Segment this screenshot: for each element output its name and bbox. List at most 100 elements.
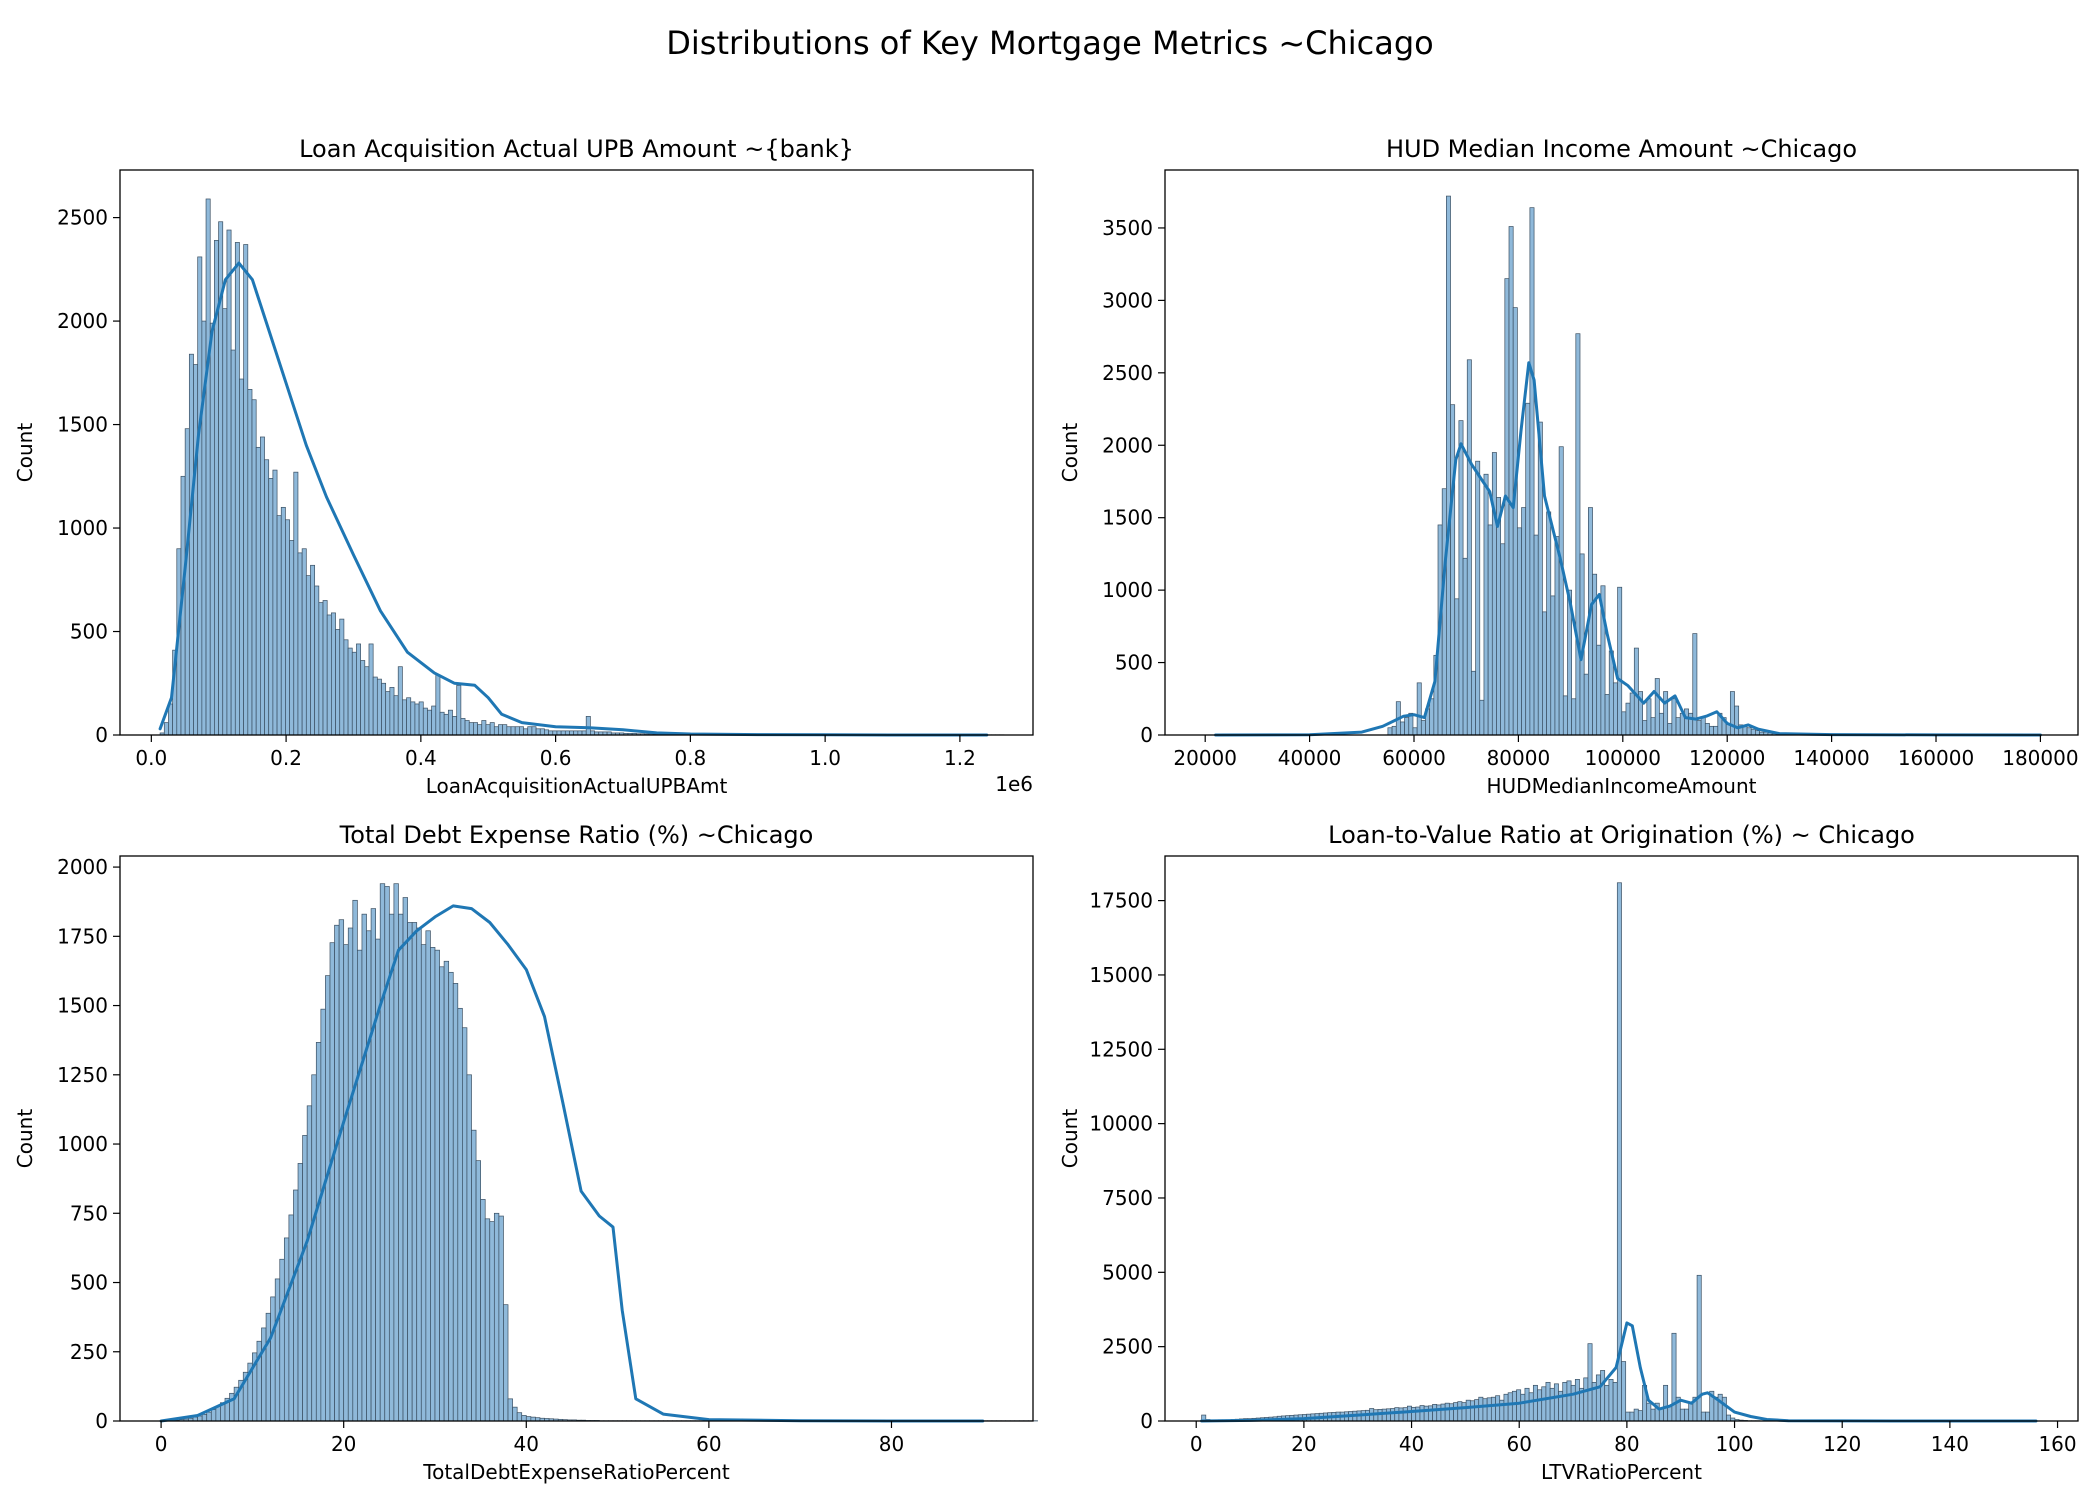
histogram-bar bbox=[489, 722, 495, 736]
histogram-bar bbox=[251, 399, 257, 736]
histogram-bar bbox=[1454, 598, 1460, 736]
histogram-bar bbox=[1667, 1405, 1673, 1422]
histogram-bar bbox=[285, 519, 290, 736]
histogram-bar bbox=[484, 1218, 491, 1422]
y-tick-label: 2000 bbox=[1102, 433, 1153, 457]
histogram-bar bbox=[1420, 720, 1426, 736]
x-tick-label: 60000 bbox=[1382, 746, 1446, 770]
histogram-bar bbox=[1650, 1408, 1656, 1422]
histogram-bar bbox=[1617, 586, 1623, 736]
histogram-bar bbox=[402, 699, 407, 736]
x-tick-label: 0 bbox=[155, 1432, 168, 1456]
histogram-bar bbox=[347, 647, 353, 736]
histogram-bar bbox=[215, 1406, 221, 1422]
histogram-bar bbox=[209, 322, 215, 736]
histogram-bar bbox=[293, 1189, 299, 1422]
histogram-bar bbox=[272, 469, 278, 736]
histogram-bar bbox=[1521, 507, 1527, 736]
histogram-bar bbox=[1746, 727, 1752, 736]
histogram-bar bbox=[410, 701, 416, 736]
histogram-bar bbox=[1503, 1393, 1509, 1422]
y-tick-label: 500 bbox=[1115, 651, 1153, 675]
histogram-bar bbox=[1511, 1390, 1517, 1422]
histogram-bar bbox=[1496, 497, 1502, 736]
histogram-bar bbox=[1450, 404, 1456, 736]
histogram-bar bbox=[335, 629, 341, 736]
histogram-bar bbox=[1637, 1410, 1643, 1422]
y-axis-label: Count bbox=[13, 1109, 37, 1169]
histogram-bar bbox=[1717, 1393, 1723, 1422]
histogram-bar bbox=[1667, 723, 1673, 736]
histogram-bar bbox=[255, 446, 261, 736]
histogram-bar bbox=[1574, 1379, 1580, 1422]
histogram-bar bbox=[320, 1008, 326, 1422]
histogram-bar bbox=[460, 718, 466, 736]
histogram-bar bbox=[366, 930, 372, 1422]
histogram-bar bbox=[1457, 1401, 1463, 1422]
histogram-bar bbox=[315, 1042, 322, 1422]
histogram-bars bbox=[1387, 195, 1806, 736]
histogram-bar bbox=[1550, 595, 1556, 736]
histogram-bar bbox=[1429, 698, 1435, 736]
histogram-bar bbox=[1646, 1402, 1652, 1422]
y-tick-label: 3000 bbox=[1102, 288, 1153, 312]
histogram-bar bbox=[364, 666, 370, 736]
histogram-bar bbox=[1546, 511, 1552, 736]
histogram-bar bbox=[1696, 720, 1702, 736]
histogram-bar bbox=[314, 585, 320, 736]
histogram-bar bbox=[1663, 1384, 1669, 1422]
histogram-bar bbox=[1474, 1399, 1480, 1422]
x-tick-label: 180000 bbox=[2002, 746, 2078, 770]
histogram-bar bbox=[1440, 1403, 1446, 1422]
x-tick-label: 100 bbox=[1715, 1432, 1753, 1456]
y-tick-label: 5000 bbox=[1102, 1260, 1153, 1284]
histogram-bar bbox=[351, 651, 357, 736]
histogram-bar bbox=[1482, 1398, 1488, 1422]
histogram-bar bbox=[452, 716, 458, 736]
histogram-bar bbox=[1734, 705, 1740, 736]
x-tick-label: 80 bbox=[879, 1432, 904, 1456]
histogram-bar bbox=[1658, 1408, 1664, 1422]
axes-frame bbox=[119, 169, 1034, 736]
histogram-bar bbox=[434, 949, 440, 1422]
x-tick-label: 120000 bbox=[1689, 746, 1765, 770]
chart-panel-hud-income: 20000 40000 60000 80000 100000 120000 140000 16… bbox=[1058, 135, 2079, 798]
x-axis-label: TotalDebtExpenseRatioPercent bbox=[422, 1460, 730, 1484]
histogram-bar bbox=[1679, 1408, 1685, 1422]
histogram-bar bbox=[514, 726, 520, 736]
histogram-bar bbox=[184, 428, 190, 736]
histogram-bar bbox=[1507, 1392, 1513, 1422]
histogram-bar bbox=[239, 378, 244, 736]
histogram-bar bbox=[274, 1278, 281, 1422]
histogram-bar bbox=[439, 711, 445, 736]
y-tick-label: 3500 bbox=[1102, 216, 1153, 240]
histogram-bar bbox=[510, 726, 516, 736]
histogram-bar bbox=[435, 674, 441, 736]
histogram-bar bbox=[1391, 725, 1397, 736]
chart-panel-debt-ratio: 0 20 40 60 80 0 250 500 750 1000 1250 1500 1750 2000 T… bbox=[13, 821, 1038, 1484]
histogram-bar bbox=[222, 308, 228, 736]
histogram-bar bbox=[1512, 307, 1518, 736]
histogram-bar bbox=[464, 720, 470, 736]
y-tick-label: 1500 bbox=[1102, 506, 1153, 530]
histogram-bar bbox=[506, 726, 512, 736]
histogram-bar bbox=[1471, 670, 1476, 736]
histogram-bar bbox=[393, 695, 399, 736]
histogram-bar bbox=[485, 724, 491, 736]
histogram-bar bbox=[1684, 1408, 1690, 1422]
histogram-bar bbox=[1596, 644, 1602, 736]
figure-title: Distributions of Key Mortgage Metrics ~C… bbox=[666, 24, 1433, 62]
histogram-bar bbox=[1404, 717, 1410, 736]
histogram-bar bbox=[1721, 1396, 1727, 1422]
histogram-bar bbox=[1446, 195, 1451, 736]
histogram-bar bbox=[498, 1215, 504, 1422]
histogram-bar bbox=[1487, 524, 1493, 736]
histogram-bar bbox=[1517, 527, 1522, 736]
histogram-bar bbox=[1458, 420, 1464, 736]
histogram-bar bbox=[205, 198, 211, 736]
histogram-bar bbox=[1478, 1396, 1484, 1422]
y-tick-label: 1250 bbox=[57, 1063, 108, 1087]
histogram-bar bbox=[585, 716, 591, 736]
histogram-bar bbox=[1629, 692, 1635, 736]
